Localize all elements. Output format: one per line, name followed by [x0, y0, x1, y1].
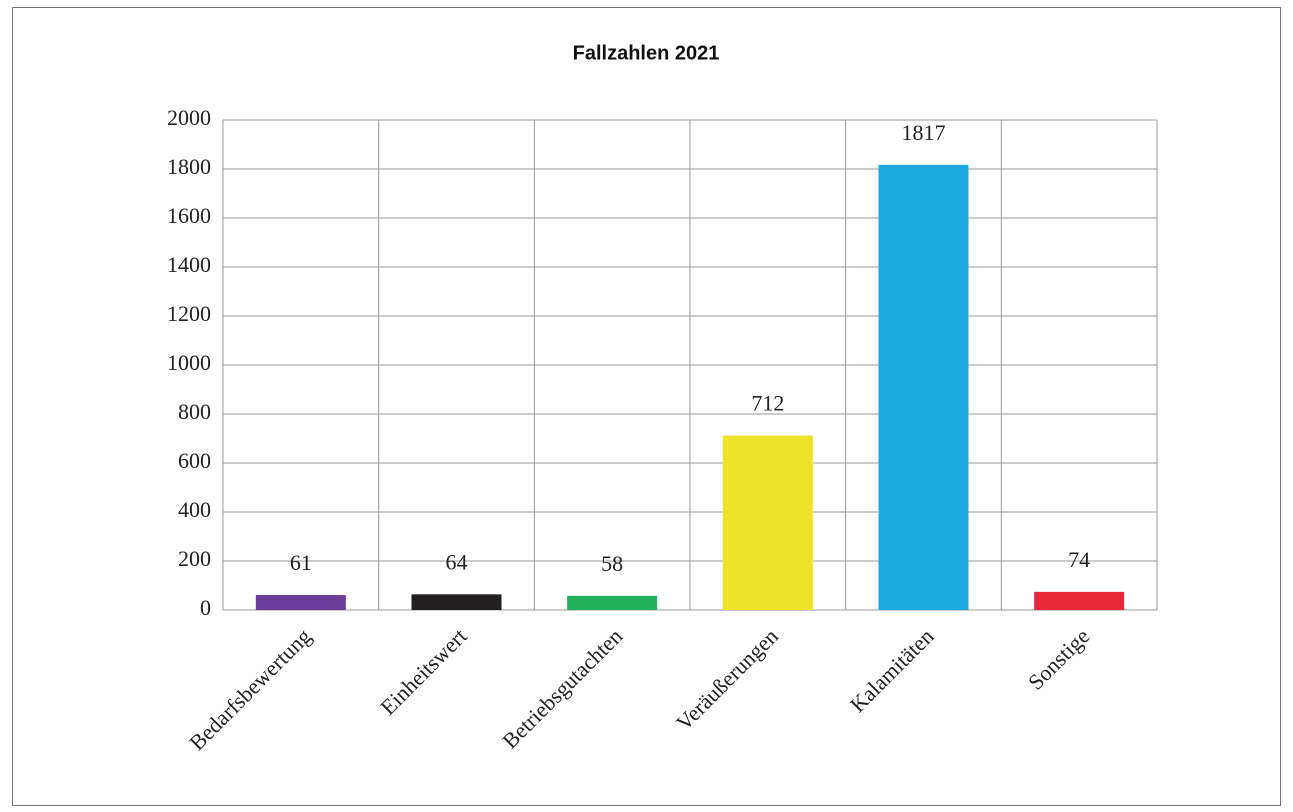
- y-tick-label: 2000: [167, 105, 211, 130]
- data-label: 712: [751, 391, 784, 416]
- bar: [255, 595, 346, 610]
- bar: [722, 435, 813, 610]
- y-tick-label: 800: [178, 399, 211, 424]
- data-label: 64: [446, 549, 468, 574]
- bar: [878, 164, 969, 610]
- bar: [1034, 591, 1125, 610]
- bar: [411, 594, 502, 610]
- chart-frame: [12, 7, 1281, 806]
- bar: [567, 595, 658, 610]
- y-tick-label: 1200: [167, 301, 211, 326]
- data-label: 74: [1068, 547, 1090, 572]
- data-label: 61: [290, 550, 312, 575]
- y-tick-label: 600: [178, 448, 211, 473]
- chart-title: Fallzahlen 2021: [573, 42, 720, 64]
- data-label: 58: [601, 551, 623, 576]
- y-tick-label: 1600: [167, 203, 211, 228]
- y-tick-label: 1000: [167, 350, 211, 375]
- data-label: 1817: [902, 120, 946, 145]
- y-tick-label: 400: [178, 497, 211, 522]
- y-tick-label: 0: [200, 595, 211, 620]
- y-tick-label: 200: [178, 546, 211, 571]
- y-tick-label: 1400: [167, 252, 211, 277]
- y-tick-label: 1800: [167, 154, 211, 179]
